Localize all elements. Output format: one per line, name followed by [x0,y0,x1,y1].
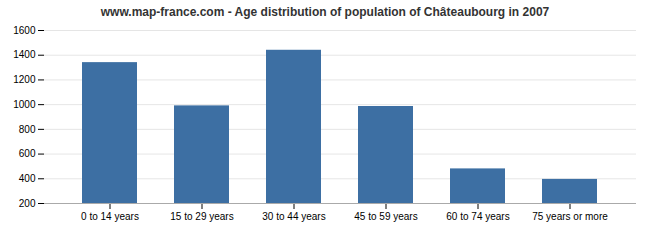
svg-text:60 to 74 years: 60 to 74 years [446,211,509,222]
svg-text:800: 800 [19,124,36,135]
svg-text:400: 400 [19,173,36,184]
html-text:www.map-france.com - Age distr: www.map-france.com - Age distribution of… [100,5,550,19]
svg-text:15 to 29 years: 15 to 29 years [170,211,233,222]
svg-text:30 to 44 years: 30 to 44 years [262,211,325,222]
svg-text:1600: 1600 [13,25,36,36]
svg-text:200: 200 [19,198,36,209]
svg-text:0 to 14 years: 0 to 14 years [81,211,139,222]
svg-text:45 to 59 years: 45 to 59 years [354,211,417,222]
svg-text:1200: 1200 [13,74,36,85]
svg-text:1400: 1400 [13,49,36,60]
svg-text:1000: 1000 [13,99,36,110]
svg-text:600: 600 [19,148,36,159]
svg-text:75 years or more: 75 years or more [532,211,608,222]
